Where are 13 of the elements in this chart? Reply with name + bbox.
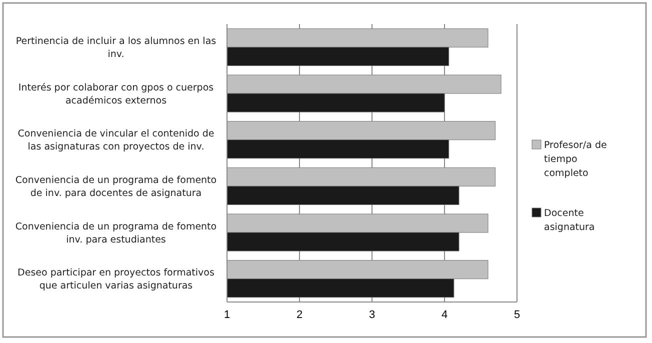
y-tick-label: Conveniencia de un programa de fomento de inv. para docentes de asignatura	[15, 174, 217, 199]
y-tick-label: Pertinencia de incluir a los alumnos en las inv.	[16, 36, 216, 60]
legend-label: Docente asignatura	[544, 208, 595, 233]
x-tick-label: 4	[441, 309, 448, 322]
y-tick-label: Conveniencia de vincular el contenido de las asignaturas con proyectos de inv.	[18, 128, 214, 153]
y-tick-label: Deseo participar en proyectos formativos que articulen varias asignaturas	[18, 268, 214, 292]
x-tick-label: 5	[514, 309, 520, 322]
legend-label: Profesor/a de tiempo completo	[544, 140, 607, 179]
x-tick-label: 2	[296, 309, 303, 322]
x-tick-label: 1	[224, 309, 230, 322]
y-tick-label: Conveniencia de un programa de fomento inv. para estudiantes	[15, 221, 217, 246]
x-tick-label: 3	[368, 309, 376, 322]
y-tick-label: Interés por colaborar con gpos o cuerpos académicos externos	[18, 82, 214, 106]
